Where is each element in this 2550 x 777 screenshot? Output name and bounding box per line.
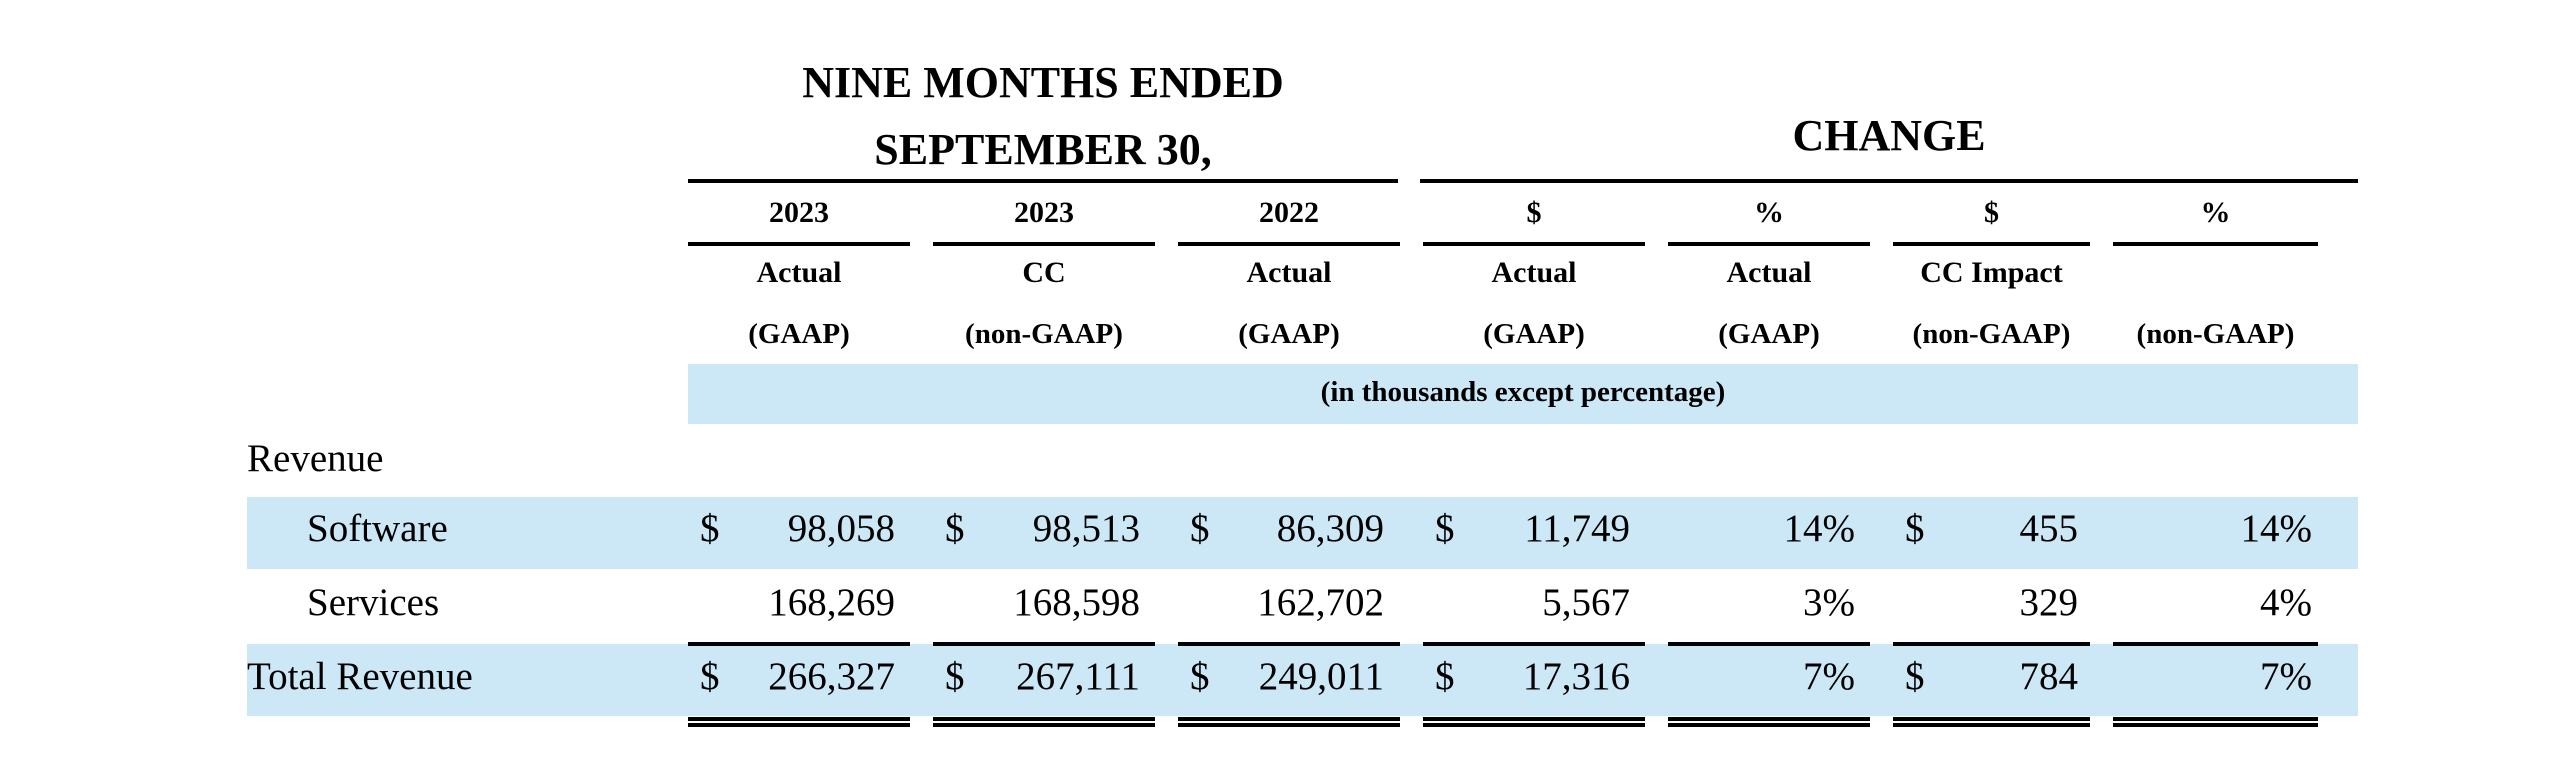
col-3-year-rule [1178,242,1400,246]
table-cell-value: 7% [1803,655,1855,698]
period-header-line1: NINE MONTHS ENDED [802,58,1284,107]
col-1-year-rule [688,242,910,246]
units-note-band [688,364,2358,424]
table-cell-value: 11,749 [1524,507,1630,550]
col-1-type: Actual [756,256,842,289]
table-cell-value: 86,309 [1276,507,1384,550]
software-row-band [247,497,2358,569]
table-cell-value: 784 [2019,655,2079,698]
currency-symbol: $ [1435,655,1455,698]
currency-symbol: $ [1190,507,1210,550]
total-double-rule [1893,717,2090,727]
subtotal-rule [1668,642,1870,646]
col-4-year-rule [1423,242,1645,246]
col-7-basis: (non-GAAP) [2136,318,2295,350]
total-double-rule [2113,717,2318,727]
col-2-basis: (non-GAAP) [965,318,1123,350]
table-cell-value: 14% [2240,507,2313,550]
table-cell-value: 14% [1783,507,1856,550]
table-cell-value: 267,111 [1016,655,1140,698]
change-header-rule [1420,179,2358,183]
col-1-basis: (GAAP) [748,318,850,350]
col-5-basis: (GAAP) [1718,318,1820,350]
col-5-year: % [1754,196,1784,229]
subtotal-rule [1423,642,1645,646]
table-cell-value: 98,513 [1032,507,1140,550]
subtotal-rule [2113,642,2318,646]
period-header-line2: SEPTEMBER 30, [874,125,1212,174]
currency-symbol: $ [1905,655,1925,698]
total-double-rule [933,717,1155,727]
table-cell-value: 98,058 [787,507,895,550]
total-double-rule [1668,717,1870,727]
subtotal-rule [1893,642,2090,646]
table-cell-value: 249,011 [1258,655,1384,698]
col-2-year-rule [933,242,1155,246]
total-double-rule [688,717,910,727]
currency-symbol: $ [945,655,965,698]
units-note: (in thousands except percentage) [1320,376,1726,408]
table-cell-value: 4% [2260,581,2312,624]
col-5-year-rule [1668,242,1870,246]
currency-symbol: $ [1905,507,1925,550]
col-3-year: 2022 [1259,196,1319,229]
subtotal-rule [933,642,1155,646]
table-cell-value: 455 [2019,507,2079,550]
currency-symbol: $ [945,507,965,550]
table-cell-value: 266,327 [768,655,895,698]
period-header-rule [688,179,1398,183]
row-label-total-revenue: Total Revenue [247,655,473,698]
col-2-type: CC [1022,256,1066,289]
table-cell-value: 17,316 [1522,655,1630,698]
col-4-basis: (GAAP) [1483,318,1585,350]
col-6-year-rule [1893,242,2090,246]
col-3-type: Actual [1246,256,1332,289]
total-double-rule [1423,717,1645,727]
row-label-services: Services [307,581,440,624]
table-cell-value: 162,702 [1257,581,1384,624]
table-cell-value: 7% [2260,655,2312,698]
col-7-year: % [2200,196,2231,229]
subtotal-rule [688,642,910,646]
row-label-software: Software [307,507,448,550]
table-cell-value: 5,567 [1542,581,1630,624]
section-label-revenue: Revenue [247,437,384,480]
change-header: CHANGE [1792,111,1986,160]
col-4-year: $ [1526,196,1542,229]
table-cell-value: 329 [2019,581,2079,624]
total-double-rule [1178,717,1400,727]
currency-symbol: $ [1190,655,1210,698]
total-row-band [247,644,2358,716]
currency-symbol: $ [700,655,720,698]
col-4-type: Actual [1491,256,1577,289]
col-6-basis: (non-GAAP) [1912,318,2071,350]
subtotal-rule [1178,642,1400,646]
col-6-type: CC Impact [1920,256,2063,289]
col-1-year: 2023 [769,196,829,229]
col-2-year: 2023 [1014,196,1074,229]
col-6-year: $ [1984,196,1999,229]
table-cell-value: 168,598 [1013,581,1140,624]
col-5-type: Actual [1726,256,1812,289]
col-7-year-rule [2113,242,2318,246]
table-cell-value: 168,269 [768,581,895,624]
table-cell-value: 3% [1803,581,1855,624]
currency-symbol: $ [1435,507,1455,550]
col-3-basis: (GAAP) [1238,318,1340,350]
currency-symbol: $ [700,507,720,550]
